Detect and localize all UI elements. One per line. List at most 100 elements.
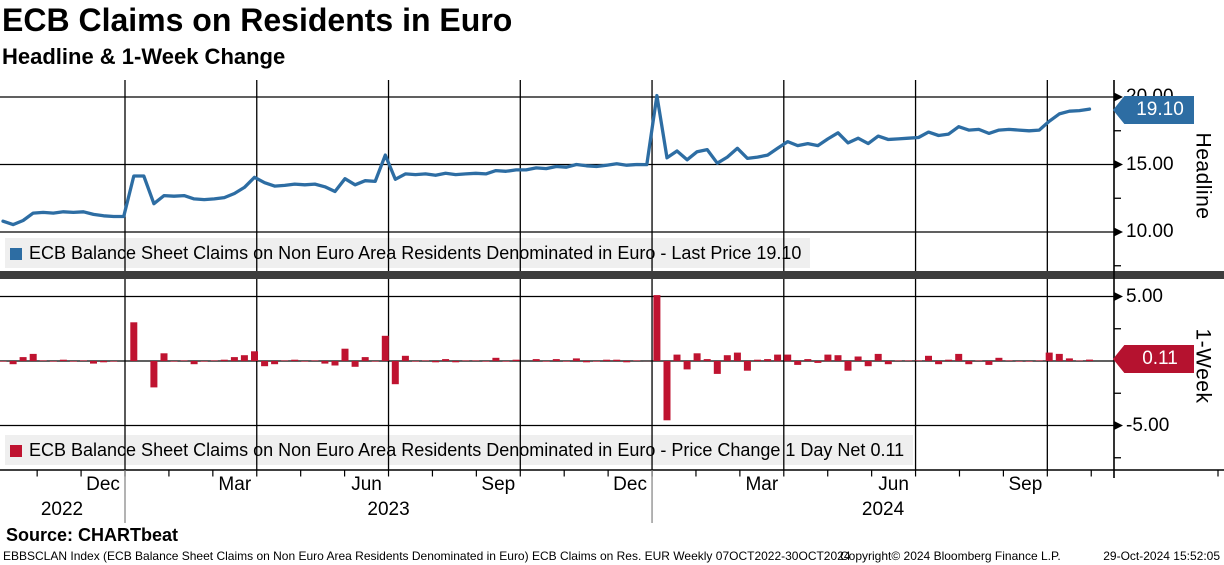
change-bar — [532, 359, 540, 361]
x-year-label: 2023 — [367, 499, 410, 520]
change-bar — [49, 361, 57, 362]
change-bar — [381, 335, 389, 361]
legend-1week-label: ECB Balance Sheet Claims on Non Euro Are… — [29, 440, 905, 460]
change-bar — [713, 361, 721, 374]
change-bar — [904, 360, 912, 361]
change-bar — [341, 348, 349, 361]
tick-arrow — [1114, 421, 1123, 430]
change-bar — [472, 360, 480, 361]
legend-square-blue-icon — [10, 248, 22, 260]
legend-strip-1week — [5, 435, 913, 465]
change-bar — [794, 361, 802, 365]
footer-copyright: Copyright© 2024 Bloomberg Finance L.P. — [840, 549, 1061, 563]
change-bar — [39, 360, 47, 361]
change-bar — [0, 361, 7, 362]
change-bar — [190, 361, 198, 365]
change-bar — [361, 357, 369, 361]
change-bar — [703, 359, 711, 361]
change-bar — [633, 360, 641, 361]
change-bar — [1025, 361, 1033, 362]
change-bar — [874, 353, 882, 361]
x-year-label: 2022 — [40, 499, 84, 520]
change-bar — [301, 361, 309, 362]
change-bar — [442, 359, 450, 361]
change-bar — [673, 354, 681, 362]
legend-headline: ECB Balance Sheet Claims on Non Euro Are… — [10, 242, 801, 264]
change-bar — [482, 361, 490, 362]
change-bar — [824, 354, 832, 362]
change-bar — [804, 359, 812, 361]
change-bar — [462, 360, 470, 361]
change-bar — [391, 361, 399, 385]
change-bar — [1005, 360, 1013, 361]
change-bar — [814, 361, 822, 363]
change-bar — [321, 361, 329, 364]
change-bar — [1055, 353, 1063, 361]
change-bar — [401, 355, 409, 361]
change-bar — [935, 361, 943, 365]
change-bar — [311, 360, 319, 361]
change-bar — [170, 361, 178, 362]
change-bar — [593, 361, 600, 362]
change-bar — [1045, 352, 1053, 361]
change-bar — [281, 360, 289, 361]
change-bar — [955, 353, 963, 361]
change-bar — [59, 359, 67, 361]
page-title: ECB Claims on Residents in Euro — [2, 2, 513, 38]
change-bar — [271, 361, 279, 365]
change-bar — [230, 357, 238, 361]
footer-description: EBBSCLAN Index (ECB Balance Sheet Claims… — [3, 549, 851, 563]
change-bar — [663, 361, 671, 421]
change-bar — [653, 295, 661, 361]
change-bar — [975, 360, 983, 361]
tick-arrow — [1114, 227, 1123, 237]
change-bar — [492, 357, 500, 361]
change-bar — [100, 361, 108, 363]
change-bar — [1015, 361, 1023, 362]
change-bar — [291, 359, 299, 361]
change-bar — [1086, 359, 1093, 361]
change-bar — [583, 361, 590, 363]
change-bar — [331, 361, 339, 366]
change-bar — [764, 359, 772, 361]
y-tick-label: 5.00 — [1126, 285, 1163, 307]
change-bar — [150, 361, 158, 388]
page-subtitle: Headline & 1-Week Change — [2, 44, 286, 69]
legend-square-red-icon — [10, 445, 22, 457]
change-bar — [985, 361, 993, 365]
change-bar — [864, 361, 872, 367]
y-tick-label: 15.00 — [1126, 153, 1174, 175]
legend-strip-headline — [5, 238, 810, 268]
change-bar — [200, 361, 208, 362]
x-month-label: Dec — [613, 474, 647, 495]
change-bar — [603, 359, 611, 361]
x-month-label: Mar — [218, 474, 252, 495]
change-bar — [884, 361, 892, 365]
change-bar — [915, 360, 922, 361]
change-bar — [723, 355, 731, 361]
change-bar — [552, 359, 560, 361]
change-bar — [693, 353, 701, 361]
last-change-tag: 0.11 — [1113, 345, 1194, 373]
x-month-label: Jun — [351, 474, 382, 495]
change-bar — [925, 355, 932, 361]
change-bar — [19, 357, 27, 361]
change-bar — [351, 361, 359, 367]
change-bar — [261, 361, 269, 367]
x-month-label: Jun — [878, 474, 909, 495]
change-bar — [784, 354, 792, 362]
change-bar — [945, 359, 953, 361]
change-bar — [834, 355, 842, 361]
y-tick-label: 10.00 — [1126, 221, 1174, 242]
change-bar — [733, 352, 741, 361]
legend-1week: ECB Balance Sheet Claims on Non Euro Are… — [10, 439, 904, 461]
x-month-label: Sep — [1008, 474, 1043, 495]
source-line: Source: CHARTbeat — [6, 525, 179, 545]
change-bar — [613, 359, 621, 361]
change-bar — [412, 361, 419, 362]
change-bar — [240, 355, 248, 361]
change-bar — [80, 360, 87, 361]
change-bar — [1065, 358, 1073, 361]
change-bar — [69, 361, 77, 362]
change-bar — [1075, 360, 1083, 361]
